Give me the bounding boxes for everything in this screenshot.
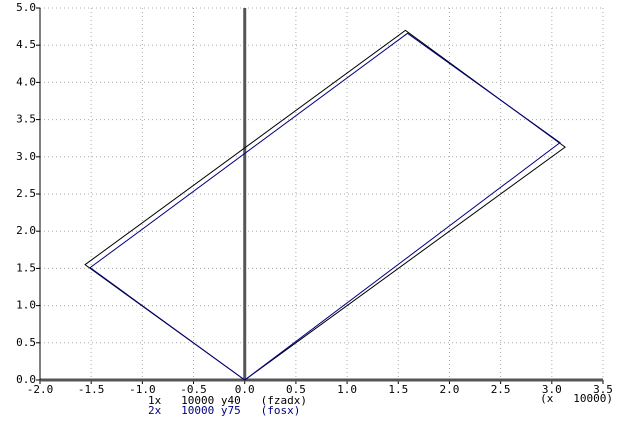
- x-axis-label: (x 10000): [540, 392, 613, 405]
- y-tick-label: 5.0: [16, 1, 36, 14]
- x-tick-label: 1.5: [388, 383, 408, 396]
- y-tick-label: 0.5: [16, 336, 36, 349]
- y-tick-label: 0.0: [16, 373, 36, 386]
- x-tick-label: -1.0: [129, 383, 156, 396]
- x-tick-label: 3.0: [542, 383, 562, 396]
- x-tick-label: -0.5: [180, 383, 207, 396]
- x-tick-label: 2.0: [440, 383, 460, 396]
- x-tick-label: -1.5: [78, 383, 105, 396]
- y-tick-label: 1.5: [16, 261, 36, 274]
- series-line: [89, 32, 561, 381]
- legend-entry: 2x 10000 y75 (fosx): [148, 404, 300, 417]
- series-line: [84, 29, 566, 381]
- x-tick-label: 1.0: [337, 383, 357, 396]
- y-tick-label: 2.0: [16, 224, 36, 237]
- y-tick-label: 2.5: [16, 187, 36, 200]
- y-tick-label: 3.0: [16, 150, 36, 163]
- x-tick-label: 2.5: [491, 383, 511, 396]
- x-tick-label: 0.5: [286, 383, 306, 396]
- x-tick-label: 0.0: [235, 383, 255, 396]
- y-tick-label: 4.0: [16, 75, 36, 88]
- legend-entry: 1x 10000 y40 (fzadx): [148, 394, 307, 407]
- y-tick-label: 4.5: [16, 38, 36, 51]
- y-tick-label: 1.0: [16, 299, 36, 312]
- x-tick-label: -2.0: [27, 383, 54, 396]
- x-tick-label: 3.5: [593, 383, 613, 396]
- y-tick-label: 3.5: [16, 113, 36, 126]
